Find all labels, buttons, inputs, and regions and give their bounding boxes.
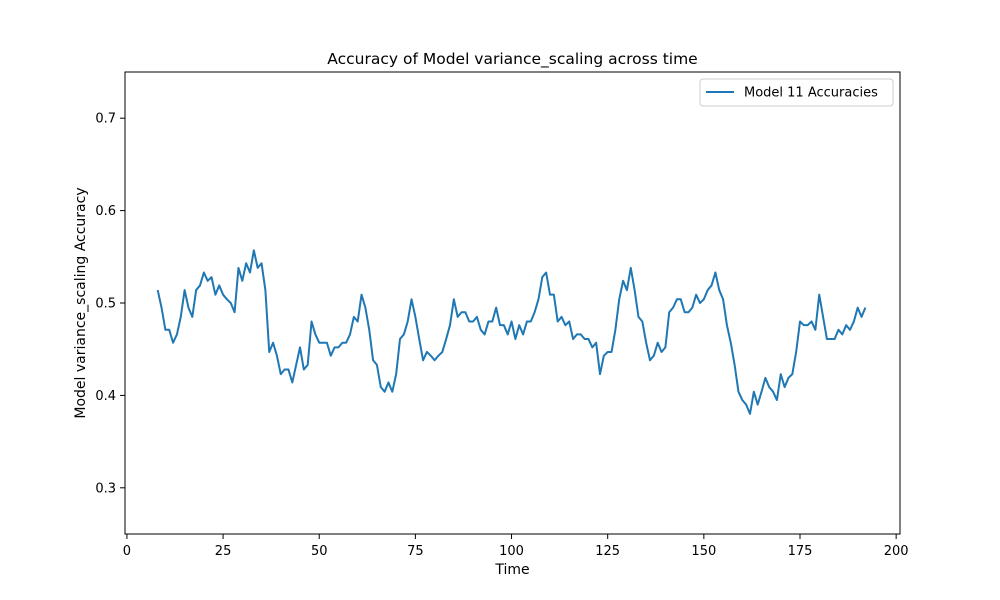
x-tick-label: 0	[123, 544, 131, 559]
x-tick-label: 150	[691, 544, 716, 559]
x-axis-ticks: 0 25 50 75 100 125 150 175 200	[123, 534, 909, 559]
x-axis-title: Time	[494, 562, 529, 578]
y-axis-title: Model variance_scaling Accuracy	[73, 187, 89, 418]
x-tick-label: 175	[788, 544, 813, 559]
legend-box	[699, 78, 894, 107]
y-tick-label: 0.5	[95, 297, 116, 312]
x-tick-label: 200	[884, 544, 909, 559]
accuracy-series-line	[156, 249, 867, 415]
plot-area	[125, 72, 900, 534]
legend: Model 11 Accuracies	[699, 78, 894, 107]
y-tick-label: 0.4	[95, 389, 116, 404]
x-tick-label: 50	[311, 544, 328, 559]
legend-label: Model 11 Accuracies	[744, 86, 878, 101]
x-tick-label: 25	[215, 544, 232, 559]
x-tick-label: 75	[407, 544, 424, 559]
y-axis-ticks: 0.3 0.4 0.5 0.6 0.7	[95, 112, 125, 496]
x-tick-label: 100	[499, 544, 524, 559]
chart-title: Accuracy of Model variance_scaling acros…	[327, 50, 697, 69]
x-tick-label: 125	[595, 544, 620, 559]
y-tick-label: 0.7	[95, 112, 116, 127]
y-tick-label: 0.3	[95, 481, 116, 496]
y-tick-label: 0.6	[95, 204, 116, 219]
plot-frame	[124, 71, 901, 535]
